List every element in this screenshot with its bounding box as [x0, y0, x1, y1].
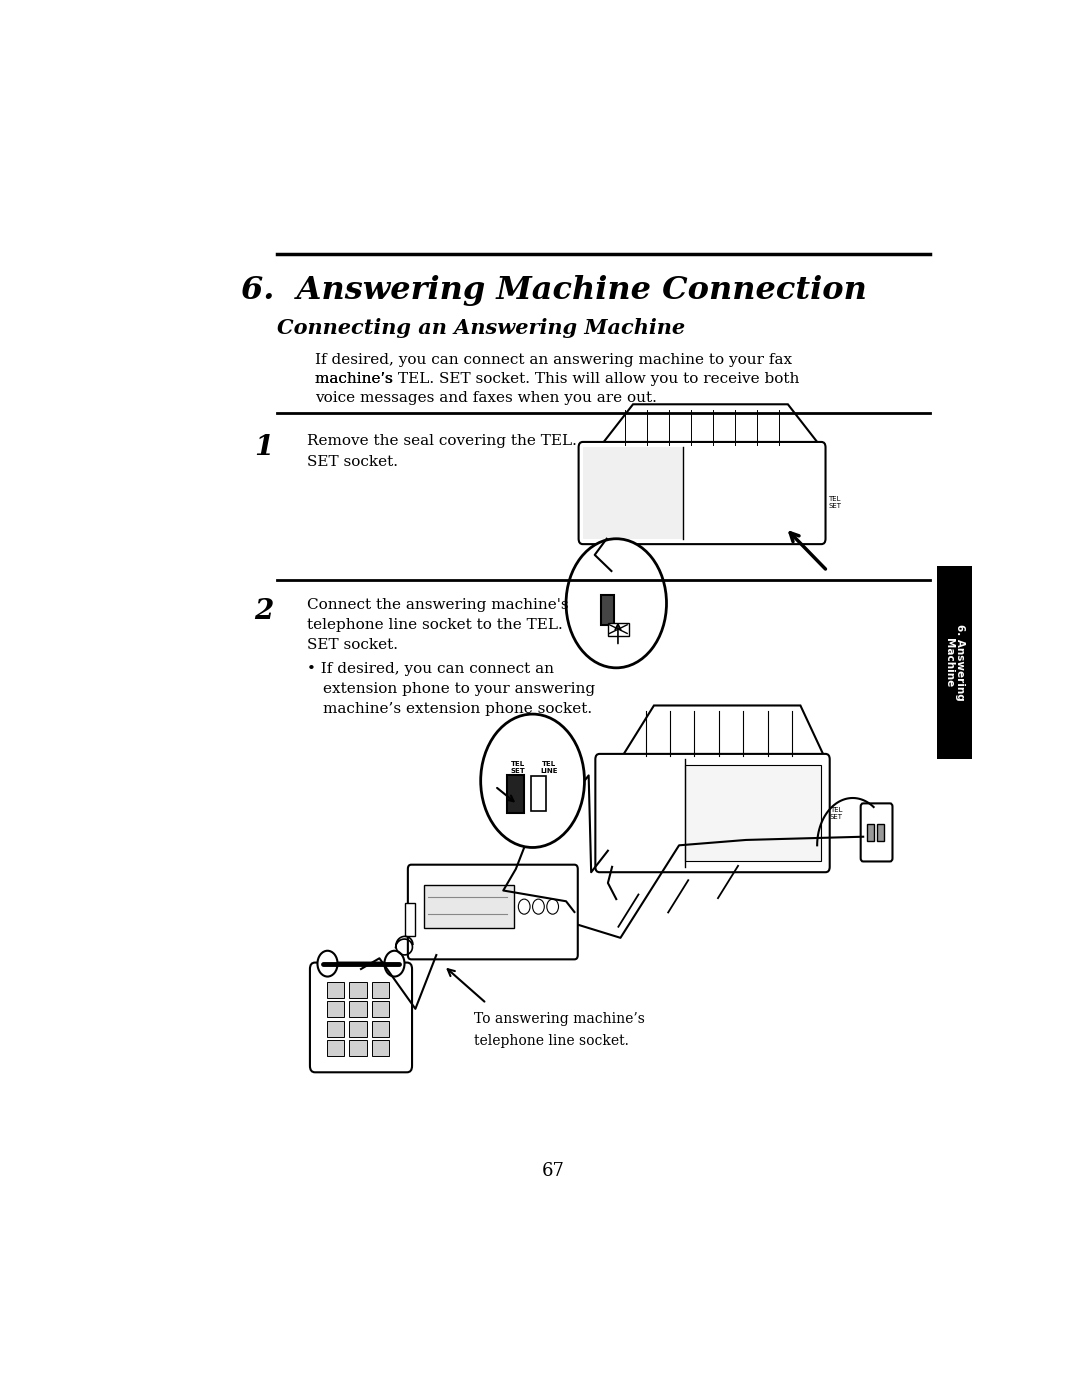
FancyBboxPatch shape [877, 824, 885, 841]
Text: telephone line socket to the TEL.: telephone line socket to the TEL. [307, 619, 563, 633]
Text: machine’s extension phone socket.: machine’s extension phone socket. [323, 703, 593, 717]
Text: TEL
SET: TEL SET [829, 806, 842, 820]
Circle shape [566, 539, 666, 668]
FancyBboxPatch shape [349, 1039, 367, 1056]
Text: TEL
SET: TEL SET [510, 761, 525, 774]
FancyBboxPatch shape [508, 775, 524, 813]
FancyBboxPatch shape [423, 886, 513, 928]
FancyBboxPatch shape [595, 754, 829, 872]
Circle shape [518, 900, 530, 914]
FancyBboxPatch shape [405, 904, 415, 936]
FancyBboxPatch shape [583, 447, 683, 539]
Text: 2: 2 [254, 598, 273, 624]
FancyBboxPatch shape [372, 982, 390, 997]
Text: TEL
SET: TEL SET [828, 496, 841, 509]
Text: machine's: machine's [315, 372, 397, 386]
Text: 6. Answering
Machine: 6. Answering Machine [944, 624, 966, 701]
Text: Connecting an Answering Machine: Connecting an Answering Machine [278, 319, 686, 338]
Polygon shape [599, 404, 822, 447]
Circle shape [318, 951, 338, 977]
FancyBboxPatch shape [686, 764, 821, 862]
Text: voice messages and faxes when you are out.: voice messages and faxes when you are ou… [315, 391, 657, 405]
Text: Remove the seal covering the TEL.: Remove the seal covering the TEL. [307, 434, 577, 448]
FancyBboxPatch shape [861, 803, 892, 862]
FancyBboxPatch shape [372, 1039, 390, 1056]
FancyBboxPatch shape [349, 1002, 367, 1017]
Circle shape [532, 900, 544, 914]
FancyBboxPatch shape [602, 595, 613, 624]
Circle shape [481, 714, 584, 848]
FancyBboxPatch shape [326, 982, 345, 997]
Text: SET socket.: SET socket. [307, 637, 397, 652]
FancyBboxPatch shape [310, 963, 413, 1073]
FancyBboxPatch shape [579, 441, 825, 545]
Text: extension phone to your answering: extension phone to your answering [323, 682, 595, 696]
FancyBboxPatch shape [349, 1021, 367, 1037]
FancyBboxPatch shape [326, 1039, 345, 1056]
Text: 1: 1 [254, 434, 273, 461]
FancyBboxPatch shape [936, 566, 972, 760]
FancyBboxPatch shape [531, 777, 546, 810]
Circle shape [546, 900, 558, 914]
FancyBboxPatch shape [867, 824, 874, 841]
FancyBboxPatch shape [349, 982, 367, 997]
Text: 6.  Answering Machine Connection: 6. Answering Machine Connection [241, 275, 866, 306]
Polygon shape [620, 705, 825, 760]
Text: • If desired, you can connect an: • If desired, you can connect an [307, 662, 554, 676]
Text: To answering machine’s: To answering machine’s [474, 1011, 645, 1025]
FancyBboxPatch shape [683, 447, 822, 539]
FancyBboxPatch shape [608, 623, 629, 636]
Text: If desired, you can connect an answering machine to your fax: If desired, you can connect an answering… [315, 352, 792, 366]
Circle shape [384, 951, 405, 977]
FancyBboxPatch shape [326, 1002, 345, 1017]
Text: 67: 67 [542, 1162, 565, 1180]
Text: TEL
LINE: TEL LINE [541, 761, 558, 774]
FancyBboxPatch shape [326, 1021, 345, 1037]
Text: SET socket.: SET socket. [307, 455, 397, 469]
Text: machine’s TEL. SET socket. This will allow you to receive both: machine’s TEL. SET socket. This will all… [315, 372, 799, 386]
FancyBboxPatch shape [408, 865, 578, 960]
FancyBboxPatch shape [372, 1002, 390, 1017]
Text: telephone line socket.: telephone line socket. [474, 1034, 629, 1048]
Text: Connect the answering machine's: Connect the answering machine's [307, 598, 568, 612]
FancyBboxPatch shape [372, 1021, 390, 1037]
